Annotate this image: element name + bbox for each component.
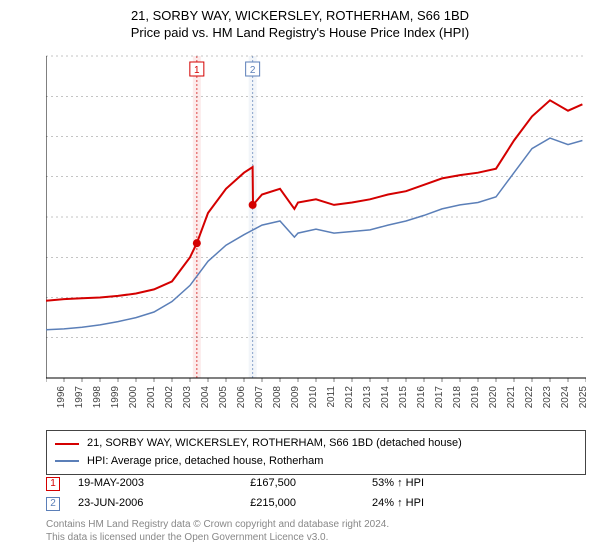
legend-box: 21, SORBY WAY, WICKERSLEY, ROTHERHAM, S6… bbox=[46, 430, 586, 475]
svg-text:2: 2 bbox=[250, 65, 256, 76]
events-box: 1 19-MAY-2003 £167,500 53% ↑ HPI 2 23-JUN-200… bbox=[46, 474, 586, 514]
svg-text:2014: 2014 bbox=[380, 386, 391, 409]
chart-subtitle: Price paid vs. HM Land Registry's House … bbox=[0, 25, 600, 42]
chart-container: 21, SORBY WAY, WICKERSLEY, ROTHERHAM, S6… bbox=[0, 0, 600, 560]
svg-text:2023: 2023 bbox=[542, 386, 553, 409]
svg-text:2025: 2025 bbox=[578, 386, 586, 409]
legend-row: 21, SORBY WAY, WICKERSLEY, ROTHERHAM, S6… bbox=[55, 435, 577, 453]
legend-label: HPI: Average price, detached house, Roth… bbox=[87, 453, 323, 471]
chart-svg: 12£0£50K£100K£150K£200K£250K£300K£350K£4… bbox=[46, 48, 586, 418]
event-price: £167,500 bbox=[206, 474, 296, 494]
event-delta: 24% ↑ HPI bbox=[314, 494, 424, 514]
svg-text:2007: 2007 bbox=[254, 386, 265, 409]
event-row: 1 19-MAY-2003 £167,500 53% ↑ HPI bbox=[46, 474, 586, 494]
svg-text:2008: 2008 bbox=[272, 386, 283, 409]
svg-text:2006: 2006 bbox=[236, 386, 247, 409]
svg-text:2024: 2024 bbox=[560, 386, 571, 409]
svg-text:2012: 2012 bbox=[344, 386, 355, 409]
svg-text:2020: 2020 bbox=[488, 386, 499, 409]
chart-title: 21, SORBY WAY, WICKERSLEY, ROTHERHAM, S6… bbox=[0, 8, 600, 25]
svg-text:2005: 2005 bbox=[218, 386, 229, 409]
event-date: 23-JUN-2006 bbox=[78, 494, 188, 514]
svg-text:2013: 2013 bbox=[362, 386, 373, 409]
legend-swatch bbox=[55, 460, 79, 462]
legend-label: 21, SORBY WAY, WICKERSLEY, ROTHERHAM, S6… bbox=[87, 435, 462, 453]
footer: Contains HM Land Registry data © Crown c… bbox=[46, 518, 586, 544]
event-date: 19-MAY-2003 bbox=[78, 474, 188, 494]
svg-text:1999: 1999 bbox=[110, 386, 121, 409]
svg-text:1995: 1995 bbox=[46, 386, 49, 409]
footer-line-2: This data is licensed under the Open Gov… bbox=[46, 531, 586, 544]
event-price: £215,000 bbox=[206, 494, 296, 514]
svg-text:2015: 2015 bbox=[398, 386, 409, 409]
svg-text:1997: 1997 bbox=[74, 386, 85, 409]
legend-swatch bbox=[55, 443, 79, 445]
chart-area: 12£0£50K£100K£150K£200K£250K£300K£350K£4… bbox=[46, 48, 586, 418]
footer-line-1: Contains HM Land Registry data © Crown c… bbox=[46, 518, 586, 531]
svg-text:2021: 2021 bbox=[506, 386, 517, 409]
svg-text:2018: 2018 bbox=[452, 386, 463, 409]
title-block: 21, SORBY WAY, WICKERSLEY, ROTHERHAM, S6… bbox=[0, 0, 600, 42]
svg-text:2002: 2002 bbox=[164, 386, 175, 409]
svg-text:2022: 2022 bbox=[524, 386, 535, 409]
event-row: 2 23-JUN-2006 £215,000 24% ↑ HPI bbox=[46, 494, 586, 514]
svg-text:2010: 2010 bbox=[308, 386, 319, 409]
svg-text:2016: 2016 bbox=[416, 386, 427, 409]
svg-text:2000: 2000 bbox=[128, 386, 139, 409]
svg-text:1998: 1998 bbox=[92, 386, 103, 409]
svg-text:2011: 2011 bbox=[326, 386, 337, 408]
svg-text:2019: 2019 bbox=[470, 386, 481, 409]
svg-text:2001: 2001 bbox=[146, 386, 157, 409]
event-marker: 2 bbox=[46, 497, 60, 511]
svg-text:2003: 2003 bbox=[182, 386, 193, 409]
svg-text:2017: 2017 bbox=[434, 386, 445, 409]
svg-text:2009: 2009 bbox=[290, 386, 301, 409]
legend-row: HPI: Average price, detached house, Roth… bbox=[55, 453, 577, 471]
svg-text:1996: 1996 bbox=[56, 386, 67, 409]
svg-text:1: 1 bbox=[194, 65, 200, 76]
svg-text:2004: 2004 bbox=[200, 386, 211, 409]
event-marker: 1 bbox=[46, 477, 60, 491]
event-delta: 53% ↑ HPI bbox=[314, 474, 424, 494]
